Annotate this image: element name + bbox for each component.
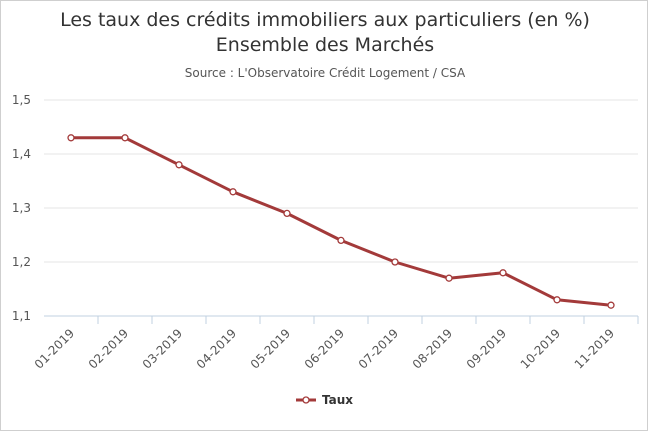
data-point[interactable]: [67, 134, 75, 142]
x-tick-label: 05-2019: [248, 326, 293, 371]
chart-title: Les taux des crédits immobiliers aux par…: [60, 9, 590, 31]
data-point[interactable]: [121, 134, 129, 142]
chart-title-line2: Ensemble des Marchés: [215, 34, 435, 56]
x-tick-label: 02-2019: [86, 326, 131, 371]
legend[interactable]: Taux: [296, 393, 353, 407]
x-tick-label: 08-2019: [410, 326, 455, 371]
data-point[interactable]: [607, 301, 615, 309]
x-tick-label: 07-2019: [356, 326, 401, 371]
data-point[interactable]: [499, 269, 507, 277]
data-point[interactable]: [445, 274, 453, 282]
y-tick-label: 1,1: [12, 309, 31, 323]
y-tick-label: 1,5: [12, 93, 31, 107]
x-tick-label: 01-2019: [32, 326, 77, 371]
chart-subtitle: Source : L'Observatoire Crédit Logement …: [184, 66, 466, 80]
series-layer: [67, 134, 615, 309]
y-axis-ticks: 1,1 1,2 1,3 1,4 1,5: [12, 93, 31, 323]
y-gridlines: [44, 99, 638, 317]
data-point[interactable]: [175, 161, 183, 169]
data-point[interactable]: [337, 236, 345, 245]
y-tick-label: 1,2: [12, 255, 31, 269]
data-point[interactable]: [283, 209, 291, 218]
data-point[interactable]: [391, 258, 399, 266]
x-tick-label: 03-2019: [140, 326, 185, 371]
data-point[interactable]: [229, 188, 237, 196]
x-tick-label: 10-2019: [518, 326, 563, 371]
data-point[interactable]: [553, 296, 561, 304]
x-tick-label: 11-2019: [572, 326, 617, 371]
x-tick-label: 06-2019: [302, 326, 347, 371]
x-axis-ticks: 01-2019 02-2019 03-2019 04-2019 05-2019 06-20…: [32, 316, 639, 372]
y-tick-label: 1,4: [12, 147, 31, 161]
y-tick-label: 1,3: [12, 201, 31, 215]
legend-marker-icon[interactable]: [302, 396, 310, 404]
x-tick-label: 04-2019: [194, 326, 239, 371]
x-tick-label: 09-2019: [464, 326, 509, 371]
legend-label[interactable]: Taux: [322, 393, 353, 407]
series-line-taux: [69, 136, 613, 307]
